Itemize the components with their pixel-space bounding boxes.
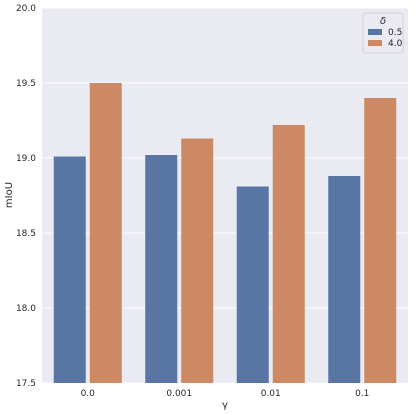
bar-0.0-0.5	[53, 156, 86, 383]
x-tick-label: 0.0	[81, 389, 96, 399]
y-tick-label: 17.5	[16, 379, 36, 389]
x-axis-label: γ	[222, 400, 228, 411]
bar-0.01-0.5	[236, 186, 269, 383]
bars	[53, 83, 397, 383]
legend-label-1: 4.0	[388, 39, 403, 49]
y-tick-label: 19.0	[16, 154, 36, 164]
bar-0.001-4.0	[181, 138, 214, 383]
legend: δ 0.5 4.0	[362, 12, 404, 54]
y-tick-label: 20.0	[16, 4, 36, 14]
x-tick-label: 0.01	[261, 389, 281, 399]
y-axis-label: mIoU	[4, 182, 15, 208]
x-tick-label: 0.001	[166, 389, 192, 399]
x-tick-label: 0.1	[355, 389, 369, 399]
bar-0.001-0.5	[145, 155, 178, 383]
y-tick-labels: 17.5 18.0 18.5 19.0 19.5 20.0	[16, 4, 36, 389]
bar-0.0-4.0	[89, 83, 122, 383]
legend-swatch-0	[368, 29, 382, 35]
bar-0.01-4.0	[272, 125, 305, 383]
legend-title: δ	[380, 16, 386, 27]
bar-0.1-0.5	[328, 176, 361, 383]
y-tick-label: 18.5	[16, 229, 36, 239]
bar-0.1-4.0	[364, 98, 397, 383]
y-tick-label: 19.5	[16, 79, 36, 89]
x-tick-labels: 0.0 0.001 0.01 0.1	[81, 389, 370, 399]
y-tick-label: 18.0	[16, 304, 36, 314]
legend-swatch-1	[368, 40, 382, 46]
legend-label-0: 0.5	[388, 28, 402, 38]
